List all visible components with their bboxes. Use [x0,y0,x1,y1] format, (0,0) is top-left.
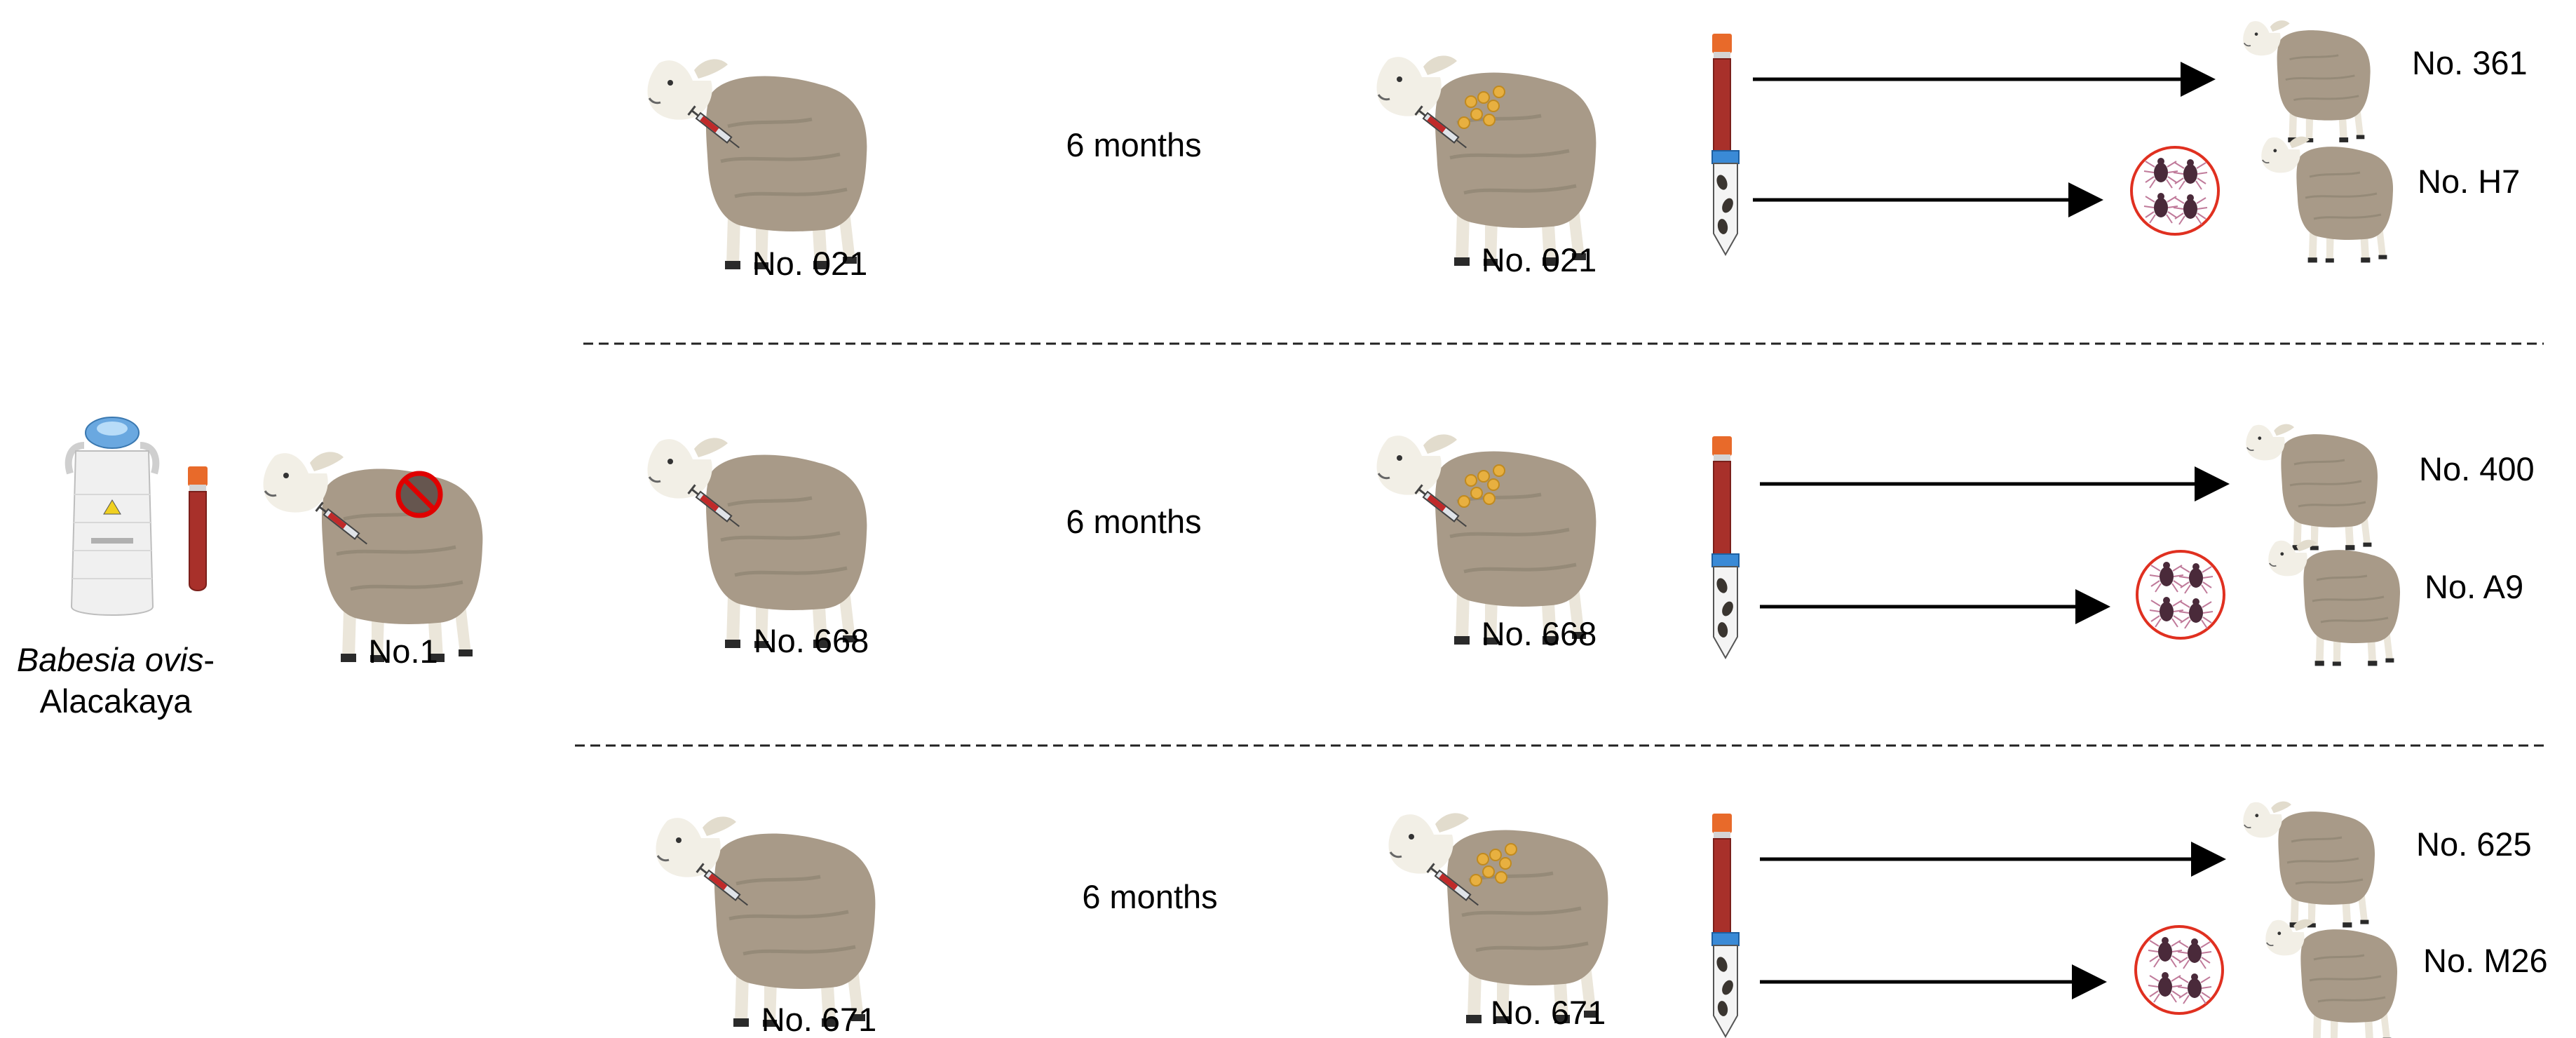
strain-line2: Alacakaya [39,682,192,720]
first-sheep-icon [648,438,867,648]
blood-tube-icon [1711,33,1733,159]
donor-sheep-icon [264,452,483,662]
ticks-in-circle-icon [2137,551,2224,638]
first-sheep-icon [648,59,867,269]
tick-tube-icon [1711,150,1740,255]
first-sheep-icon [656,816,876,1027]
blood-tube-icon [187,466,208,591]
tick-tube-icon [1711,932,1740,1037]
first-sheep-label: No. 668 [753,622,869,659]
ticks-in-circle-icon [2136,926,2223,1013]
interval-label: 6 months [1082,878,1218,915]
tick-recipient-label: No. A9 [2425,568,2524,605]
blood-tube-icon [1711,436,1733,561]
strain-dash: - [203,641,215,678]
tick-recipient-label: No. H7 [2418,163,2521,200]
recipient-sheep-icon [2244,423,2379,551]
blood-tube-icon [1711,813,1733,938]
recipient-sheep-icon [2260,135,2394,264]
blood-recipient-label: No. 625 [2416,825,2532,863]
first-sheep-label: No. 671 [761,1001,877,1038]
tick-tube-icon [1711,553,1740,659]
donor-label: No.1 [368,633,438,670]
second-sheep-icon [1389,813,1608,1023]
second-sheep-label: No. 668 [1481,615,1597,652]
interval-label: 6 months [1066,126,1202,163]
ticks-in-circle-icon [2131,147,2218,234]
no-symbol-icon [395,471,443,518]
strain-label: Babesia ovis- Alacakaya [17,640,215,722]
recipient-sheep-icon [2242,800,2376,929]
first-sheep-label: No. 021 [752,245,868,282]
blood-recipient-label: No. 361 [2412,44,2528,81]
liquid-nitrogen-tank-icon [69,417,156,615]
second-sheep-label: No. 021 [1481,241,1597,278]
second-sheep-icon [1377,434,1597,645]
second-sheep-icon [1377,55,1597,266]
second-sheep-label: No. 671 [1490,994,1606,1031]
recipient-sheep-icon [2267,539,2401,667]
tick-recipient-label: No. M26 [2423,942,2548,979]
recipient-sheep-icon [2264,918,2399,1038]
recipient-sheep-icon [2242,19,2372,144]
blood-recipient-label: No. 400 [2419,450,2535,487]
strain-name: Babesia ovis [16,641,204,678]
interval-label: 6 months [1066,503,1202,540]
